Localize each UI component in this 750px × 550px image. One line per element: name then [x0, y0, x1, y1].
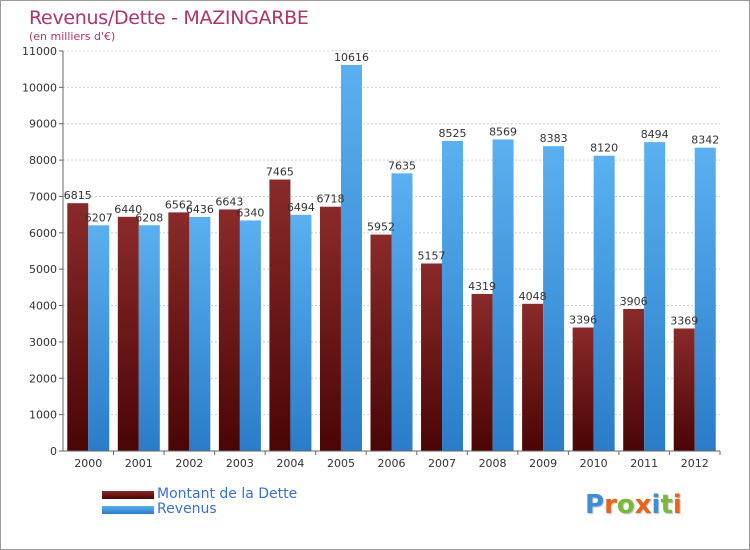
logo-letter: P	[585, 490, 605, 520]
x-tick-label: 2008	[479, 457, 507, 470]
x-tick-label: 2001	[125, 457, 153, 470]
bar-dette	[319, 206, 341, 451]
bar-revenus	[644, 142, 666, 452]
legend-swatch-revenus	[102, 506, 154, 514]
chart-subtitle: (en milliers d'€)	[29, 30, 116, 43]
y-tick-label: 8000	[29, 154, 57, 167]
data-label-revenus: 8525	[439, 127, 467, 140]
x-tick-label: 2010	[580, 457, 608, 470]
logo-letter: o	[616, 490, 635, 520]
x-tick-label: 2000	[74, 457, 102, 470]
data-label-dette: 7465	[266, 166, 294, 179]
bar-revenus	[391, 173, 413, 451]
y-tick-label: 6000	[29, 227, 57, 240]
bar-dette	[572, 327, 594, 451]
data-label-revenus: 6207	[85, 211, 113, 224]
x-tick-label: 2003	[226, 457, 254, 470]
y-tick-label: 4000	[29, 300, 57, 313]
data-label-revenus: 8342	[691, 134, 719, 147]
logo-letter: r	[604, 490, 617, 520]
data-label-dette: 3906	[620, 295, 648, 308]
data-label-revenus: 8120	[590, 142, 618, 155]
x-tick-label: 2011	[630, 457, 658, 470]
bar-revenus	[340, 64, 362, 452]
legend-label-revenus: Revenus	[157, 501, 217, 517]
legend-swatch-debt	[102, 491, 154, 499]
bar-dette	[117, 216, 139, 451]
y-tick-label: 0	[50, 445, 57, 458]
bar-dette	[370, 234, 392, 451]
logo-letter: i	[651, 490, 661, 520]
logo-letter: x	[634, 490, 652, 520]
data-label-revenus: 7635	[388, 159, 416, 172]
data-label-dette: 6562	[165, 198, 193, 211]
y-tick-label: 1000	[29, 409, 57, 422]
y-tick-label: 11000	[22, 45, 57, 58]
x-tick-label: 2007	[428, 457, 456, 470]
bar-dette	[522, 303, 544, 451]
y-tick-label: 5000	[29, 263, 57, 276]
data-label-dette: 6815	[64, 189, 92, 202]
logo-letter: t	[660, 490, 673, 520]
data-label-revenus: 8383	[540, 132, 568, 145]
bar-revenus	[492, 139, 514, 451]
x-tick-label: 2012	[681, 457, 709, 470]
legend-label-debt: Montant de la Dette	[157, 486, 298, 502]
data-label-revenus: 10616	[334, 51, 369, 64]
bar-dette	[67, 203, 89, 451]
x-tick-label: 2005	[327, 457, 355, 470]
data-label-dette: 6718	[316, 193, 344, 206]
proxiti-logo: Proxiti	[585, 490, 682, 520]
bar-revenus	[543, 146, 565, 451]
data-label-dette: 4319	[468, 280, 496, 293]
bar-revenus	[239, 220, 261, 451]
bar-dette	[269, 179, 291, 451]
bar-dette	[623, 308, 645, 451]
x-tick-label: 2006	[378, 457, 406, 470]
data-label-dette: 6440	[114, 203, 142, 216]
bar-revenus	[442, 141, 464, 451]
bar-revenus	[189, 216, 211, 451]
bar-revenus	[593, 155, 615, 451]
data-label-revenus: 6340	[236, 206, 264, 219]
y-tick-label: 7000	[29, 190, 57, 203]
x-tick-label: 2004	[276, 457, 304, 470]
data-label-revenus: 6208	[135, 211, 163, 224]
data-label-revenus: 6436	[186, 203, 214, 216]
chart-title: Revenus/Dette - MAZINGARBE	[29, 7, 309, 29]
bar-dette	[421, 263, 443, 451]
bar-dette	[471, 293, 493, 451]
x-tick-label: 2009	[529, 457, 557, 470]
y-tick-label: 3000	[29, 336, 57, 349]
data-label-dette: 5157	[418, 249, 446, 262]
bar-revenus	[694, 147, 716, 451]
data-label-revenus: 8494	[641, 128, 669, 141]
bar-dette	[218, 209, 240, 451]
data-label-dette: 3396	[569, 314, 597, 327]
data-label-dette: 4048	[519, 290, 547, 303]
data-label-dette: 5952	[367, 221, 395, 234]
data-label-dette: 3369	[670, 314, 698, 327]
bar-revenus	[138, 225, 160, 451]
logo-letter: i	[672, 490, 682, 520]
bar-dette	[168, 212, 190, 451]
data-label-revenus: 6494	[287, 201, 315, 214]
data-label-revenus: 8569	[489, 125, 517, 138]
x-tick-label: 2002	[175, 457, 203, 470]
y-tick-label: 2000	[29, 372, 57, 385]
data-label-dette: 6643	[215, 195, 243, 208]
bar-dette	[673, 328, 695, 451]
y-tick-label: 9000	[29, 118, 57, 131]
bar-revenus	[88, 225, 110, 451]
bar-revenus	[290, 214, 312, 451]
y-tick-label: 10000	[22, 81, 57, 94]
